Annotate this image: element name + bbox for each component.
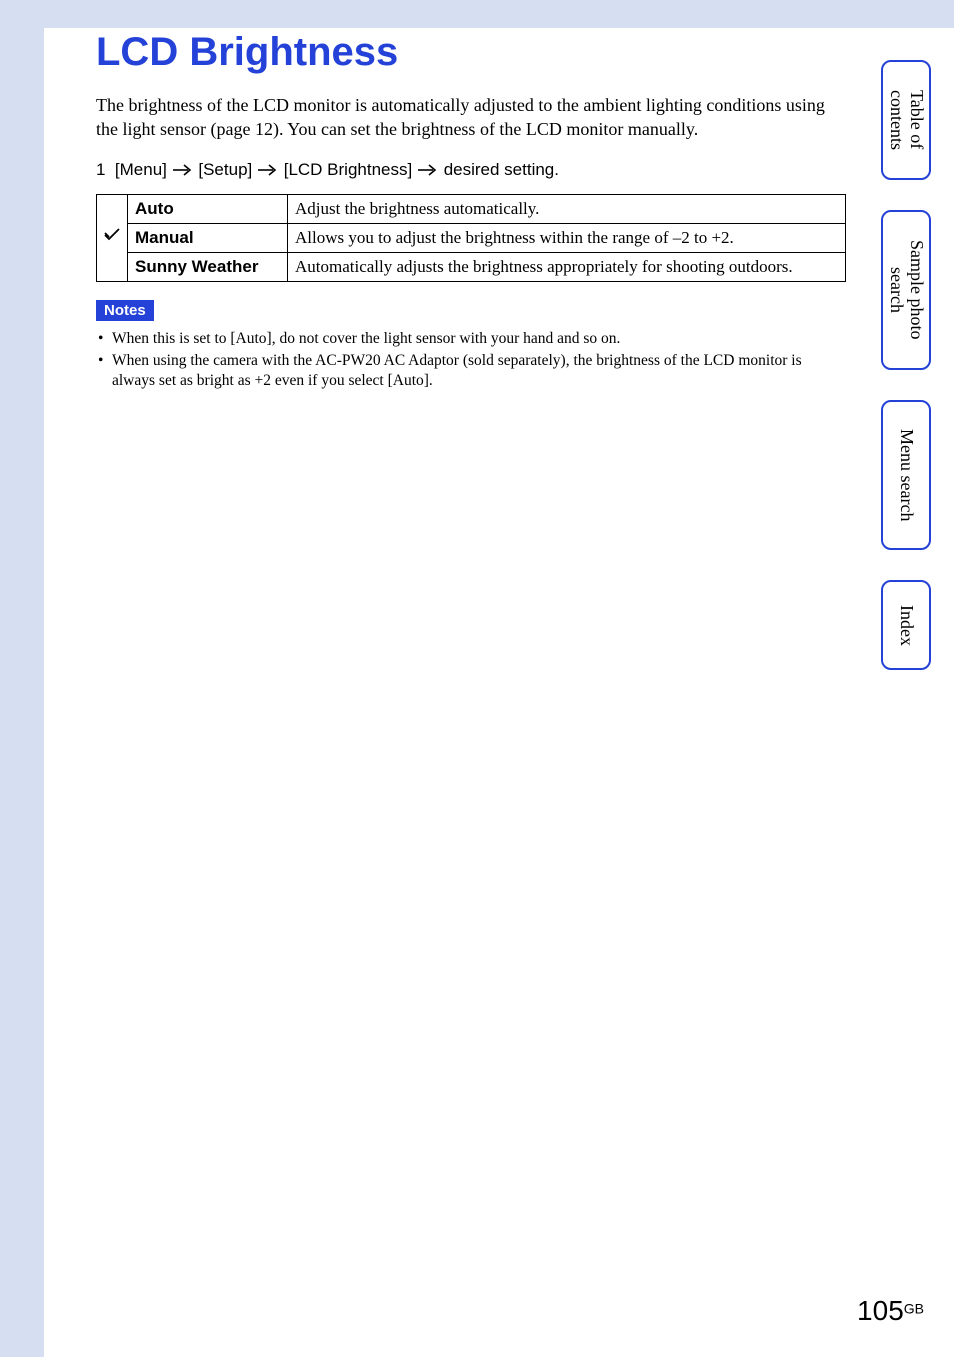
list-item: When this is set to [Auto], do not cover…: [96, 329, 846, 349]
arrow-icon: [172, 162, 194, 179]
step-number: 1: [96, 160, 105, 179]
options-table: Auto Adjust the brightness automatically…: [96, 194, 846, 282]
top-color-band: [0, 0, 954, 28]
option-name: Auto: [128, 194, 288, 223]
page-number-suffix: GB: [904, 1301, 924, 1317]
tab-sample-photo-search[interactable]: Sample photo search: [881, 210, 931, 370]
checkmark-icon: [104, 228, 120, 247]
tab-label: Table of contents: [886, 78, 926, 162]
intro-paragraph: The brightness of the LCD monitor is aut…: [96, 93, 846, 142]
tab-label: Menu search: [896, 417, 916, 533]
table-row: Manual Allows you to adjust the brightne…: [97, 223, 846, 252]
table-row: Sunny Weather Automatically adjusts the …: [97, 252, 846, 281]
option-desc: Automatically adjusts the brightness app…: [288, 252, 846, 281]
table-row: Auto Adjust the brightness automatically…: [97, 194, 846, 223]
check-cell: [97, 194, 128, 281]
tab-menu-search[interactable]: Menu search: [881, 400, 931, 550]
arrow-icon: [417, 162, 439, 179]
option-desc: Allows you to adjust the brightness with…: [288, 223, 846, 252]
step-seg-1: [Setup]: [198, 160, 252, 179]
tab-label: Sample photo search: [886, 228, 926, 352]
list-item: When using the camera with the AC-PW20 A…: [96, 351, 846, 391]
step-seg-2: [LCD Brightness]: [284, 160, 413, 179]
arrow-icon: [257, 162, 279, 179]
page-number-value: 105: [857, 1295, 904, 1326]
step-seg-3: desired setting.: [444, 160, 559, 179]
step-instruction: 1 [Menu] [Setup] [LCD Brightness] desire…: [96, 160, 846, 180]
option-name: Sunny Weather: [128, 252, 288, 281]
side-nav-tabs: Table of contents Sample photo search Me…: [881, 60, 931, 700]
option-name: Manual: [128, 223, 288, 252]
tab-index[interactable]: Index: [881, 580, 931, 670]
main-content: LCD Brightness The brightness of the LCD…: [96, 30, 846, 393]
page-number: 105GB: [857, 1295, 924, 1327]
tab-label: Index: [896, 593, 916, 658]
left-color-band: [0, 0, 44, 1357]
tab-table-of-contents[interactable]: Table of contents: [881, 60, 931, 180]
option-desc: Adjust the brightness automatically.: [288, 194, 846, 223]
step-seg-0: [Menu]: [115, 160, 167, 179]
notes-list: When this is set to [Auto], do not cover…: [96, 329, 846, 391]
page-title: LCD Brightness: [96, 30, 846, 75]
notes-label: Notes: [96, 300, 154, 321]
